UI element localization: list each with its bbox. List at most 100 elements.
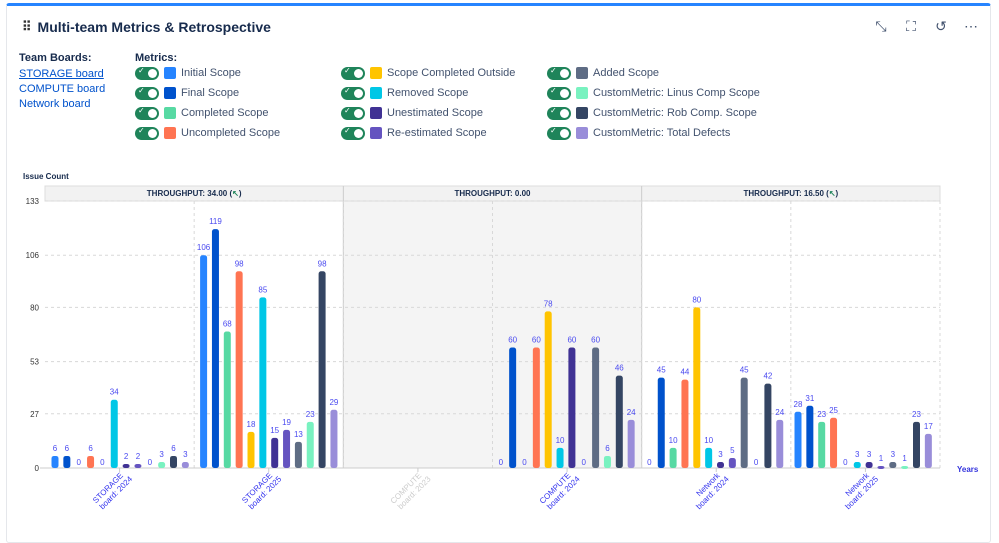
metric-toggle[interactable]: [547, 126, 571, 140]
bar[interactable]: [627, 419, 635, 468]
bar[interactable]: [669, 447, 677, 468]
bar[interactable]: [330, 409, 338, 468]
metric-toggle[interactable]: [341, 66, 365, 80]
bar[interactable]: [134, 463, 142, 468]
metric-toggle[interactable]: [547, 106, 571, 120]
bar[interactable]: [223, 331, 231, 468]
bar[interactable]: [544, 311, 552, 468]
metric-label: Completed Scope: [181, 107, 269, 119]
more-icon[interactable]: ⋯: [964, 18, 978, 34]
metric-item: Added Scope: [547, 65, 659, 81]
bar[interactable]: [509, 347, 517, 468]
bar[interactable]: [87, 455, 95, 468]
bar-value-label: 10: [556, 436, 565, 445]
bar[interactable]: [913, 421, 920, 468]
bar[interactable]: [318, 271, 326, 468]
bar[interactable]: [924, 433, 932, 468]
bar-value-label: 34: [110, 388, 119, 397]
metric-toggle[interactable]: [135, 106, 159, 120]
bar[interactable]: [794, 411, 802, 468]
title-text: Multi-team Metrics & Retrospective: [37, 19, 271, 35]
bar[interactable]: [693, 307, 701, 468]
bar[interactable]: [877, 465, 885, 469]
drag-handle-icon[interactable]: ⠿: [22, 19, 31, 34]
metric-toggle[interactable]: [135, 86, 159, 100]
metric-item: Uncompleted Scope: [135, 125, 280, 141]
metric-label: Re-estimated Scope: [387, 127, 487, 139]
metric-toggle[interactable]: [135, 126, 159, 140]
bar[interactable]: [532, 347, 540, 468]
bar[interactable]: [901, 465, 909, 469]
metric-toggle[interactable]: [135, 66, 159, 80]
bar[interactable]: [211, 229, 219, 468]
bar[interactable]: [615, 375, 623, 468]
board-link-network[interactable]: Network board: [19, 98, 91, 110]
bar[interactable]: [306, 421, 314, 468]
bar[interactable]: [122, 463, 130, 468]
bar[interactable]: [294, 441, 302, 468]
bar-value-label: 78: [544, 299, 553, 308]
bar-value-label: 119: [209, 217, 222, 226]
bar-value-label: 44: [680, 368, 689, 377]
x-tick-label: STORAGEboard: 2024: [91, 468, 135, 512]
bar[interactable]: [740, 377, 748, 468]
y-tick-label: 133: [26, 197, 40, 206]
collapse-icon[interactable]: ⤡: [875, 18, 887, 34]
color-swatch: [576, 67, 588, 79]
bar[interactable]: [818, 421, 826, 468]
bar-value-label: 0: [499, 458, 504, 467]
bar[interactable]: [235, 271, 243, 468]
metric-label: Added Scope: [593, 67, 660, 79]
metric-toggle[interactable]: [341, 86, 365, 100]
bar[interactable]: [63, 455, 71, 468]
bar[interactable]: [657, 377, 665, 468]
bar-value-label: 68: [223, 319, 232, 328]
metric-item: Re-estimated Scope: [341, 125, 487, 141]
bar[interactable]: [271, 437, 279, 468]
bar[interactable]: [728, 457, 736, 468]
metric-item: CustomMetric: Linus Comp Scope: [547, 85, 760, 101]
bar[interactable]: [764, 383, 772, 468]
refresh-icon[interactable]: ↺: [935, 18, 947, 34]
bar[interactable]: [865, 461, 873, 468]
bar[interactable]: [170, 455, 177, 468]
bar[interactable]: [806, 405, 814, 468]
bar-value-label: 23: [817, 410, 826, 419]
bar[interactable]: [776, 419, 784, 468]
bar[interactable]: [51, 455, 59, 468]
bar[interactable]: [110, 399, 118, 468]
bar[interactable]: [200, 255, 208, 468]
bar[interactable]: [181, 461, 189, 468]
bar-value-label: 18: [247, 420, 256, 429]
bar-value-label: 23: [912, 410, 921, 419]
bar[interactable]: [853, 461, 861, 468]
bar[interactable]: [568, 347, 576, 468]
metric-item: CustomMetric: Total Defects: [547, 125, 730, 141]
color-swatch: [370, 87, 382, 99]
bar[interactable]: [681, 379, 689, 468]
bar[interactable]: [158, 461, 166, 468]
board-link-storage[interactable]: STORAGE board: [19, 68, 104, 80]
bar-value-label: 6: [88, 444, 93, 453]
fullscreen-icon[interactable]: ⛶: [906, 18, 916, 34]
bar[interactable]: [283, 429, 291, 468]
bar[interactable]: [259, 297, 267, 468]
metric-toggle[interactable]: [547, 66, 571, 80]
bar[interactable]: [247, 431, 255, 468]
bar-value-label: 6: [171, 444, 176, 453]
bar[interactable]: [717, 461, 724, 468]
bar-value-label: 0: [582, 458, 587, 467]
metric-toggle[interactable]: [341, 106, 365, 120]
bar[interactable]: [603, 455, 611, 468]
bar-value-label: 19: [282, 418, 291, 427]
bar-value-label: 0: [76, 458, 81, 467]
metric-toggle[interactable]: [341, 126, 365, 140]
bar[interactable]: [592, 347, 600, 468]
board-link-compute[interactable]: COMPUTE board: [19, 83, 106, 95]
metric-toggle[interactable]: [547, 86, 571, 100]
bar[interactable]: [705, 447, 713, 468]
bar[interactable]: [556, 447, 564, 468]
bar-value-label: 17: [924, 422, 933, 431]
bar[interactable]: [889, 461, 897, 468]
bar[interactable]: [830, 417, 838, 468]
